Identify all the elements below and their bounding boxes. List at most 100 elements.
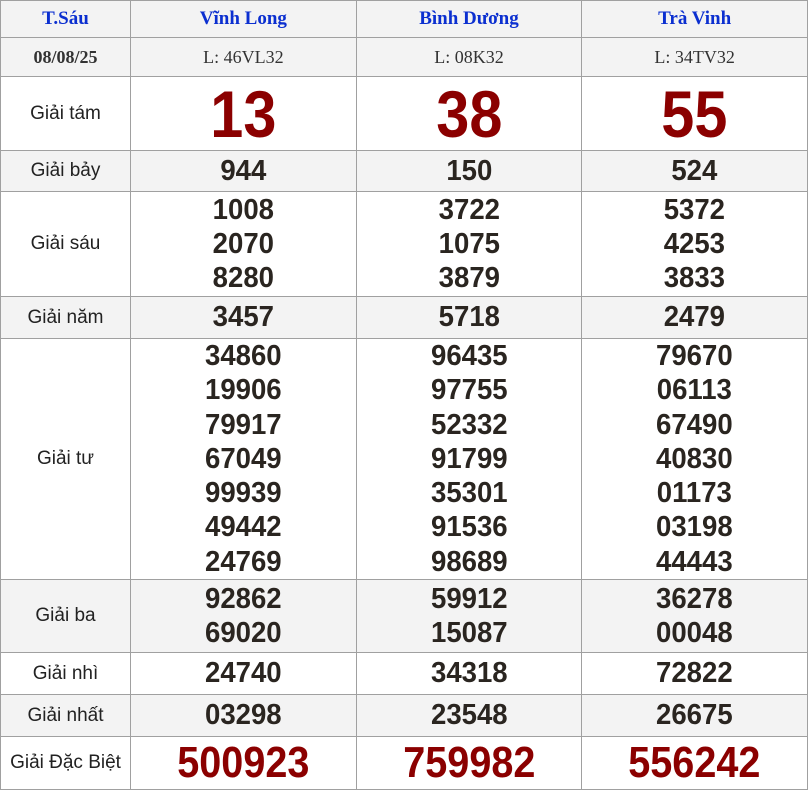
prize-number: 34860 bbox=[205, 340, 282, 372]
prize-cell: 26675 bbox=[581, 694, 808, 738]
prize-label: Giải nhất bbox=[0, 694, 131, 738]
prize-label: Giải tư bbox=[0, 337, 131, 581]
prize-number: 5718 bbox=[438, 301, 500, 334]
prize-label: Giải nhì bbox=[0, 652, 131, 696]
prize-number: 15087 bbox=[430, 617, 508, 650]
prize-number: 500923 bbox=[177, 738, 310, 788]
prize-cell: 944 bbox=[130, 150, 357, 192]
prize-number: 67490 bbox=[656, 408, 733, 441]
prize-number: 98689 bbox=[430, 545, 508, 578]
prize-number: 40830 bbox=[656, 442, 733, 475]
prize-number: 38 bbox=[435, 76, 503, 151]
prize-label: Giải bảy bbox=[0, 150, 131, 192]
prize-number: 49442 bbox=[205, 511, 282, 544]
prize-number: 24740 bbox=[205, 657, 282, 690]
prize-cell: 72822 bbox=[581, 652, 808, 696]
prize-cell: 55 bbox=[581, 76, 808, 151]
prize-row: Giải bảy 944 150 524 bbox=[0, 150, 808, 192]
prize-label: Giải Đặc Biệt bbox=[0, 736, 131, 790]
prize-row: Giải nhì 24740 34318 72822 bbox=[0, 652, 808, 696]
prize-number: 19906 bbox=[205, 374, 282, 407]
prize-number: 91536 bbox=[430, 511, 508, 544]
prize-cell: 03298 bbox=[130, 694, 357, 738]
prize-cell: 59912 15087 bbox=[355, 579, 583, 654]
prize-cell: 24740 bbox=[130, 652, 357, 696]
prize-cell: 1008 2070 8280 bbox=[130, 191, 357, 297]
prize-number: 23548 bbox=[430, 699, 508, 732]
prize-number: 92862 bbox=[205, 582, 282, 615]
prize-number: 524 bbox=[671, 154, 718, 187]
prize-number: 97755 bbox=[430, 374, 508, 407]
prize-row: Giải tám 13 38 55 bbox=[0, 76, 808, 151]
header-row: T.Sáu Vĩnh Long Bình Dương Trà Vinh bbox=[0, 0, 808, 38]
prize-cell: 500923 bbox=[130, 736, 357, 790]
prize-number: 8280 bbox=[212, 262, 274, 295]
prize-cell: 524 bbox=[581, 150, 808, 192]
prize-number: 99939 bbox=[205, 477, 282, 510]
prize-number: 00048 bbox=[656, 617, 733, 650]
prize-cell: 23548 bbox=[355, 694, 583, 738]
prize-number: 13 bbox=[210, 76, 277, 151]
prize-cell: 5372 4253 3833 bbox=[581, 191, 808, 297]
prize-number: 24769 bbox=[205, 545, 282, 578]
prize-label: Giải ba bbox=[0, 579, 131, 654]
ticket-code: L: 08K32 bbox=[355, 37, 583, 77]
prize-cell: 34318 bbox=[355, 652, 583, 696]
prize-number: 35301 bbox=[430, 477, 508, 510]
prize-number: 03198 bbox=[656, 511, 733, 544]
draw-date: 08/08/25 bbox=[0, 37, 131, 77]
prize-number: 69020 bbox=[205, 617, 282, 650]
prize-row: Giải ba 92862 69020 59912 15087 36278 00048 bbox=[0, 579, 808, 654]
prize-number: 79917 bbox=[205, 408, 282, 441]
prize-number: 01173 bbox=[657, 477, 733, 510]
province-vinh-long[interactable]: Vĩnh Long bbox=[130, 0, 357, 38]
prize-number: 59912 bbox=[430, 582, 508, 615]
prize-number: 3833 bbox=[664, 262, 726, 295]
prize-number: 5372 bbox=[664, 193, 726, 226]
prize-number: 556242 bbox=[628, 738, 761, 788]
prize-number: 52332 bbox=[430, 408, 508, 441]
prize-number: 2479 bbox=[664, 301, 726, 334]
prize-cell: 92862 69020 bbox=[130, 579, 357, 654]
prize-cell: 79670 06113 67490 40830 01173 03198 44443 bbox=[581, 337, 808, 581]
prize-row: Giải sáu 1008 2070 8280 3722 1075 3879 5372 4253… bbox=[0, 191, 808, 297]
prize-cell: 3457 bbox=[130, 296, 357, 339]
prize-number: 3879 bbox=[438, 262, 500, 295]
prize-number: 4253 bbox=[664, 227, 726, 260]
prize-number: 944 bbox=[220, 154, 267, 187]
date-row: 08/08/25 L: 46VL32 L: 08K32 L: 34TV32 bbox=[0, 37, 808, 77]
ticket-code: L: 46VL32 bbox=[130, 37, 357, 77]
prize-cell: 96435 97755 52332 91799 35301 91536 98689 bbox=[355, 337, 583, 581]
prize-number: 03298 bbox=[205, 699, 282, 732]
prize-cell: 38 bbox=[355, 76, 583, 151]
prize-number: 759982 bbox=[402, 738, 536, 788]
prize-number: 55 bbox=[661, 76, 728, 151]
prize-cell: 556242 bbox=[581, 736, 808, 790]
prize-cell: 13 bbox=[130, 76, 357, 151]
prize-number: 150 bbox=[445, 154, 492, 187]
ticket-code: L: 34TV32 bbox=[581, 37, 808, 77]
prize-number: 1075 bbox=[438, 227, 500, 260]
prize-number: 34318 bbox=[430, 657, 508, 690]
province-binh-duong[interactable]: Bình Dương bbox=[355, 0, 583, 38]
prize-number: 3722 bbox=[438, 193, 500, 226]
prize-label: Giải tám bbox=[0, 76, 131, 151]
prize-number: 67049 bbox=[205, 442, 282, 475]
prize-number: 26675 bbox=[656, 699, 733, 732]
prize-cell: 34860 19906 79917 67049 99939 49442 24769 bbox=[130, 337, 357, 581]
prize-row: Giải năm 3457 5718 2479 bbox=[0, 296, 808, 339]
prize-cell: 150 bbox=[355, 150, 583, 192]
prize-number: 79670 bbox=[656, 340, 733, 372]
prize-number: 44443 bbox=[656, 545, 733, 578]
prize-row: Giải nhất 03298 23548 26675 bbox=[0, 694, 808, 738]
prize-number: 91799 bbox=[430, 442, 508, 475]
province-tra-vinh[interactable]: Trà Vinh bbox=[581, 0, 808, 38]
prize-cell: 2479 bbox=[581, 296, 808, 339]
prize-cell: 5718 bbox=[355, 296, 583, 339]
prize-label: Giải năm bbox=[0, 296, 131, 339]
prize-cell: 759982 bbox=[355, 736, 583, 790]
prize-label: Giải sáu bbox=[0, 191, 131, 297]
prize-number: 1008 bbox=[212, 193, 274, 226]
prize-number: 96435 bbox=[430, 340, 508, 372]
